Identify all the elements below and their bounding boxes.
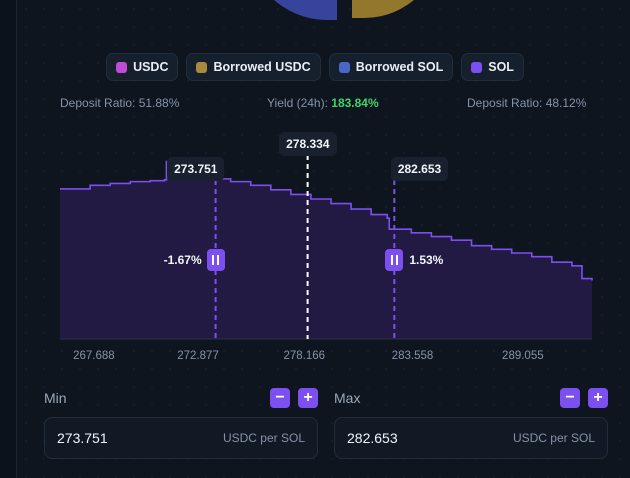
- max-decrease-button[interactable]: −: [560, 388, 580, 408]
- liquidity-chart: 267.688 272.877 278.166 283.558 289.055: [60, 155, 593, 362]
- legend-label: USDC: [133, 60, 169, 74]
- deposit-ratio-right: Deposit Ratio: 48.12%: [467, 96, 587, 110]
- x-axis-tick-label: 278.166: [283, 350, 325, 362]
- max-price-unit: USDC per SOL: [512, 431, 595, 445]
- legend-item-borrowed-sol[interactable]: Borrowed SOL: [328, 53, 454, 81]
- chart-legend: USDC Borrowed USDC Borrowed SOL SOL: [0, 53, 630, 81]
- legend-label: SOL: [488, 60, 514, 74]
- range-max-handle[interactable]: [385, 249, 404, 271]
- chart-area-fill: [60, 161, 592, 339]
- deposit-ratio-left: Deposit Ratio: 51.88%: [60, 96, 180, 110]
- legend-label: Borrowed SOL: [355, 60, 444, 74]
- min-price-input[interactable]: 273.751 USDC per SOL: [44, 417, 318, 459]
- legend-item-sol[interactable]: SOL: [461, 53, 524, 81]
- x-axis-ticks: 267.688 272.877 278.166 283.558 289.055: [73, 350, 544, 362]
- legend-swatch-borrowed-usdc: [196, 61, 208, 73]
- pie-chart-segment-gold: [352, 0, 442, 18]
- x-axis-tick-label: 289.055: [502, 350, 544, 362]
- min-price-value: 273.751: [57, 430, 108, 446]
- max-price-input[interactable]: 282.653 USDC per SOL: [334, 417, 608, 459]
- legend-item-usdc[interactable]: USDC: [106, 53, 179, 81]
- yield-value: 183.84%: [331, 96, 379, 110]
- current-price-flag: 278.334: [279, 132, 337, 156]
- yield-24h: Yield (24h): 183.84%: [267, 96, 379, 110]
- legend-item-borrowed-usdc[interactable]: Borrowed USDC: [186, 53, 321, 81]
- x-axis-tick-label: 272.877: [177, 350, 219, 362]
- max-label: Max: [334, 390, 361, 406]
- x-axis-tick-label: 267.688: [73, 350, 115, 362]
- pie-chart-segment-blue: [247, 0, 337, 20]
- chart-area-line: [60, 160, 593, 281]
- x-axis-tick-label: 283.558: [392, 350, 434, 362]
- max-price-value: 282.653: [347, 430, 398, 446]
- range-max-flag: 282.653: [390, 157, 449, 181]
- min-label: Min: [44, 390, 67, 406]
- range-max-percent: 1.53%: [409, 253, 444, 267]
- legend-swatch-borrowed-sol: [338, 61, 350, 73]
- range-min-handle[interactable]: [206, 249, 225, 271]
- max-increase-button[interactable]: +: [588, 388, 608, 408]
- legend-swatch-sol: [471, 61, 483, 73]
- min-increase-button[interactable]: +: [298, 388, 318, 408]
- min-decrease-button[interactable]: −: [270, 388, 290, 408]
- min-price-unit: USDC per SOL: [222, 431, 305, 445]
- yield-label: Yield (24h):: [267, 96, 328, 110]
- range-min-flag: 273.751: [167, 157, 225, 181]
- range-min-percent: -1.67%: [163, 253, 202, 267]
- legend-label: Borrowed USDC: [213, 60, 311, 74]
- legend-swatch-usdc: [116, 61, 128, 73]
